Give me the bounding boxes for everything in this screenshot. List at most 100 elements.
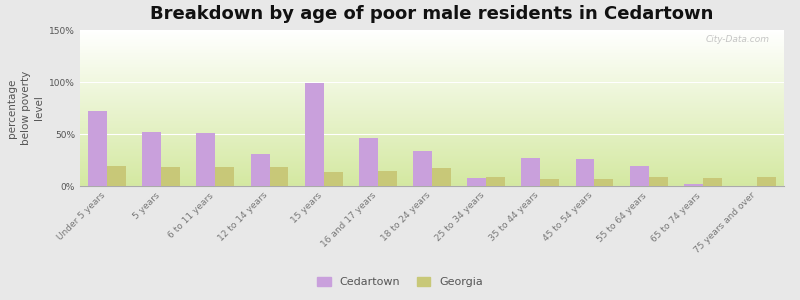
Bar (80, 63, 784, 64)
Bar (80, 78, 784, 79)
Text: City-Data.com: City-Data.com (706, 35, 770, 44)
Bar (80, 169, 784, 170)
Bar (80, 163, 784, 164)
Bar (197, 133, 215, 186)
Bar (80, 65, 784, 66)
Bar (80, 93, 784, 94)
Bar (80, 160, 784, 161)
Bar (413, 151, 432, 186)
Bar (80, 119, 784, 120)
Bar (80, 35, 784, 36)
Bar (80, 185, 784, 186)
Bar (250, 154, 270, 186)
Bar (80, 102, 784, 103)
Bar (378, 171, 397, 186)
Title: Breakdown by age of poor male residents in Cedartown: Breakdown by age of poor male residents … (150, 5, 714, 23)
Bar (80, 181, 784, 182)
Bar (80, 106, 784, 107)
Bar (522, 158, 540, 186)
Bar (80, 50, 784, 51)
Bar (80, 87, 784, 88)
Bar (80, 183, 784, 184)
Bar (80, 149, 784, 150)
Bar (80, 31, 784, 32)
Bar (80, 147, 784, 148)
Bar (80, 156, 784, 157)
Bar (80, 60, 784, 61)
Bar (80, 79, 784, 80)
Bar (80, 165, 784, 166)
Bar (80, 184, 784, 185)
Bar (80, 168, 784, 169)
Bar (80, 39, 784, 40)
Bar (80, 175, 784, 176)
Bar (80, 92, 784, 93)
Bar (80, 114, 784, 115)
Bar (80, 57, 784, 58)
Bar (80, 38, 784, 39)
Bar (80, 33, 784, 34)
Bar (80, 177, 784, 178)
Bar (80, 80, 784, 81)
Bar (80, 125, 784, 126)
Bar (80, 124, 784, 125)
Bar (80, 113, 784, 114)
Bar (215, 167, 234, 186)
Bar (80, 56, 784, 57)
Bar (80, 54, 784, 55)
Bar (80, 133, 784, 134)
Bar (80, 142, 784, 143)
Bar (270, 167, 289, 186)
Bar (80, 62, 784, 63)
Bar (757, 177, 776, 186)
Bar (80, 70, 784, 71)
Bar (80, 145, 784, 146)
Bar (80, 82, 784, 83)
Bar (80, 164, 784, 165)
Bar (80, 180, 784, 181)
Bar (80, 167, 784, 168)
Bar (80, 179, 784, 180)
Bar (80, 67, 784, 68)
Bar (684, 184, 702, 186)
Bar (649, 177, 667, 186)
Bar (80, 105, 784, 106)
Bar (80, 66, 784, 67)
Bar (80, 49, 784, 50)
Bar (80, 154, 784, 155)
Bar (80, 42, 784, 43)
Bar (80, 52, 784, 53)
Bar (80, 158, 784, 159)
Bar (80, 104, 784, 105)
Bar (80, 71, 784, 72)
Bar (80, 155, 784, 156)
Bar (80, 85, 784, 86)
Bar (305, 83, 324, 186)
Bar (486, 177, 505, 186)
Bar (80, 131, 784, 132)
Bar (80, 135, 784, 136)
Bar (80, 110, 784, 111)
Bar (80, 77, 784, 78)
Bar (80, 176, 784, 177)
Bar (80, 159, 784, 160)
Bar (80, 73, 784, 74)
Bar (80, 32, 784, 33)
Bar (80, 152, 784, 153)
Bar (80, 174, 784, 175)
Bar (80, 139, 784, 140)
Bar (80, 144, 784, 145)
Bar (80, 126, 784, 127)
Bar (702, 178, 722, 186)
Bar (80, 107, 784, 108)
Bar (80, 117, 784, 118)
Bar (80, 40, 784, 41)
Bar (80, 89, 784, 90)
Bar (432, 168, 451, 186)
Bar (88, 111, 107, 186)
Bar (80, 173, 784, 174)
Bar (80, 162, 784, 163)
Bar (324, 172, 342, 186)
Bar (80, 136, 784, 137)
Bar (80, 45, 784, 46)
